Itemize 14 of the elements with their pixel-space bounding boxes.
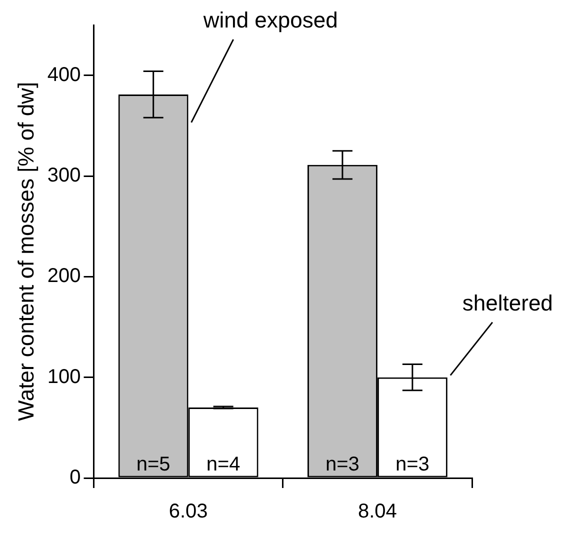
x-tick-label: 6.03 <box>168 500 208 523</box>
x-tick-label: 8.04 <box>358 500 397 523</box>
annotation: n=5 <box>136 454 170 476</box>
annotation: n=3 <box>395 454 430 476</box>
annotation: n=4 <box>206 454 240 476</box>
y-tick-label: 300 <box>47 164 81 187</box>
text: wind exposed <box>202 8 338 33</box>
y-tick-label: 0 <box>70 466 81 489</box>
y-axis-title: Water content of mosses [% of dw] <box>13 82 38 422</box>
y-tick-label: 200 <box>47 265 81 288</box>
annotation: n=3 <box>325 454 360 476</box>
y-tick-label: 400 <box>47 64 81 86</box>
text: sheltered <box>462 290 553 316</box>
y-tick-label: 100 <box>47 366 81 388</box>
